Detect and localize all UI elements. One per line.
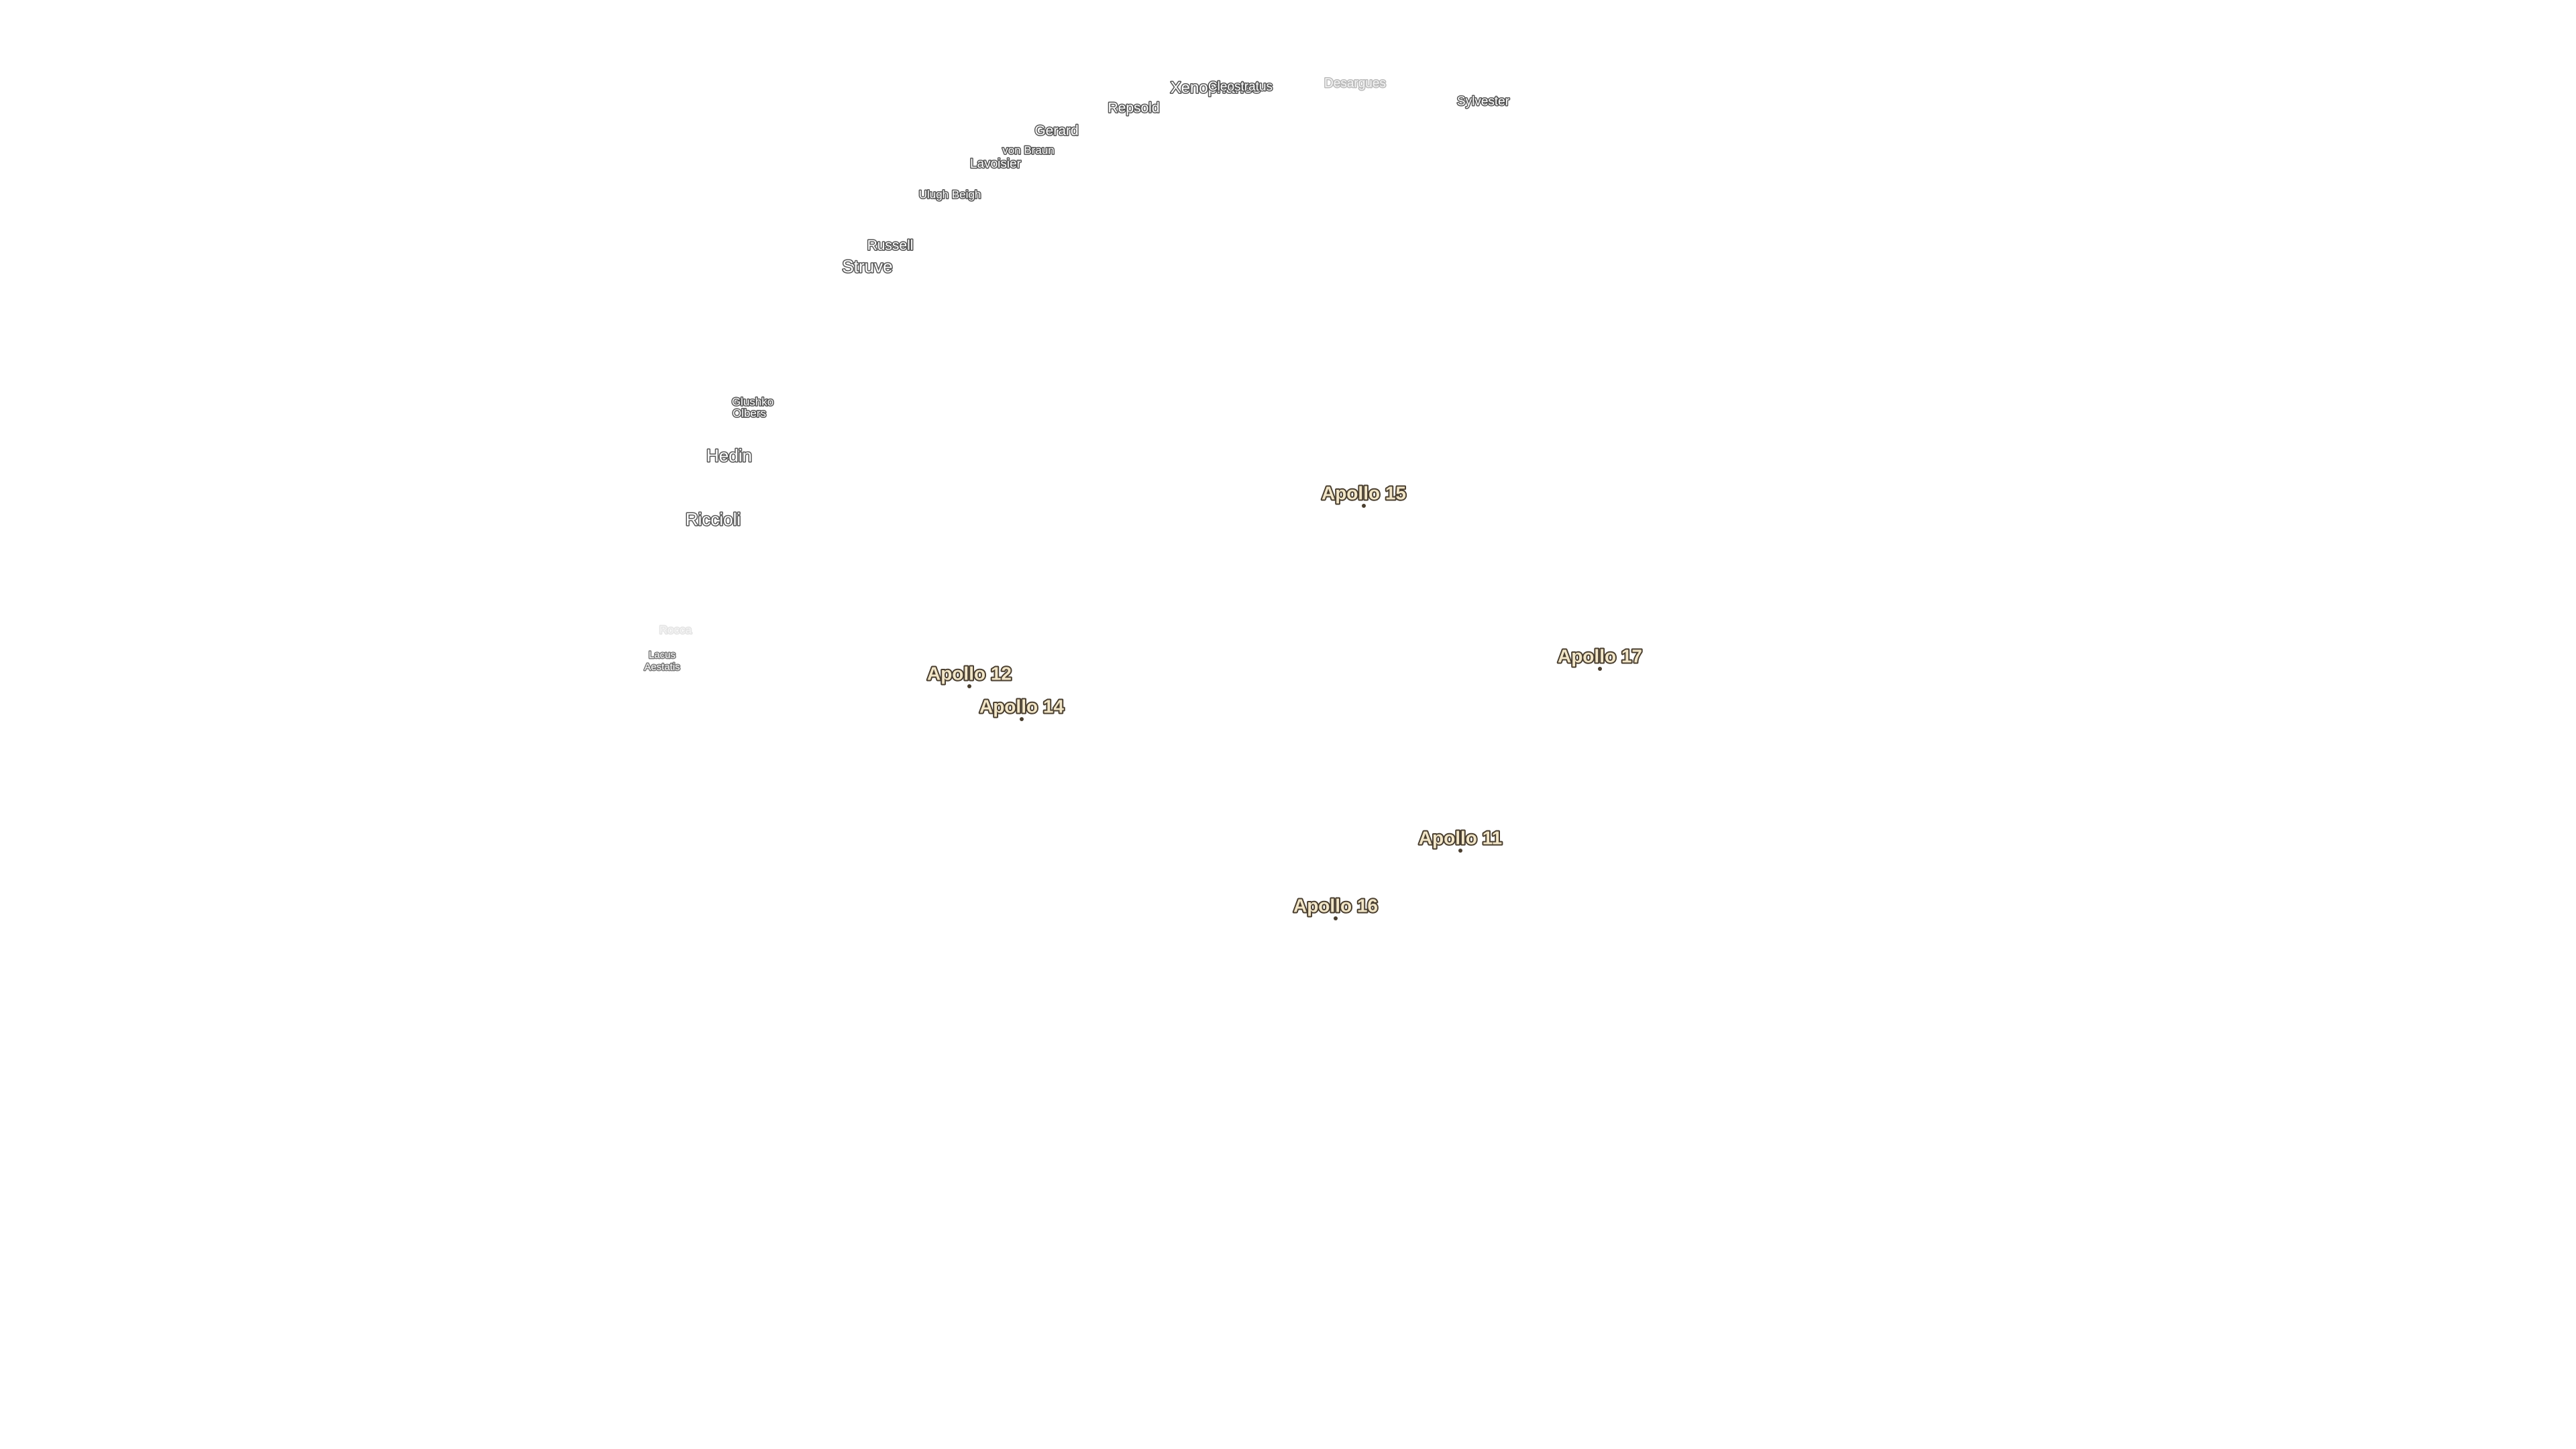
crater-label: Riccioli [686,509,741,529]
crater-label: Repsold [1108,101,1159,116]
crater-label: Olbers [733,407,766,419]
crater-label: Gerard [1034,123,1078,139]
site-label[interactable]: Apollo 12 [926,661,1013,685]
site-label[interactable]: Apollo 11 [1417,826,1503,849]
site-marker [1362,504,1366,508]
crater-label: von Braun [1002,144,1055,156]
crater-label: Cleostratus [1208,80,1273,94]
feature-label: Aestatis [644,661,680,673]
site-label[interactable]: Apollo 16 [1292,894,1379,917]
site-marker [1598,667,1602,671]
crater-label: Sylvester [1457,95,1510,109]
site-label[interactable]: Apollo 15 [1320,481,1407,504]
crater-label: Russell [867,238,914,254]
site-marker [1334,916,1338,920]
crater-label: Rocca [659,623,692,636]
site-marker [1020,717,1024,721]
site-marker [967,684,971,688]
crater-label: Lavoisier [970,157,1022,171]
crater-labels: Xenophanes Cleostratus Desargues Sylvest… [658,76,1511,637]
site-marker [1458,849,1462,853]
crater-label: Xenophanes [1171,78,1261,97]
crater-label: Ulugh Beigh [919,188,981,201]
landing-sites: Apollo 15 Apollo 12 Apollo 14 Apollo 17 … [926,481,1644,920]
crater-label: Hedin [706,445,752,466]
feature-labels: Lacus Aestatis [643,648,681,674]
crater-label: Struve [842,256,892,276]
site-label[interactable]: Apollo 14 [978,694,1065,718]
crater-label: Glushko [732,395,773,408]
crater-label: Desargues [1324,76,1386,91]
site-label[interactable]: Apollo 17 [1556,644,1644,667]
feature-label: Lacus [649,649,676,661]
